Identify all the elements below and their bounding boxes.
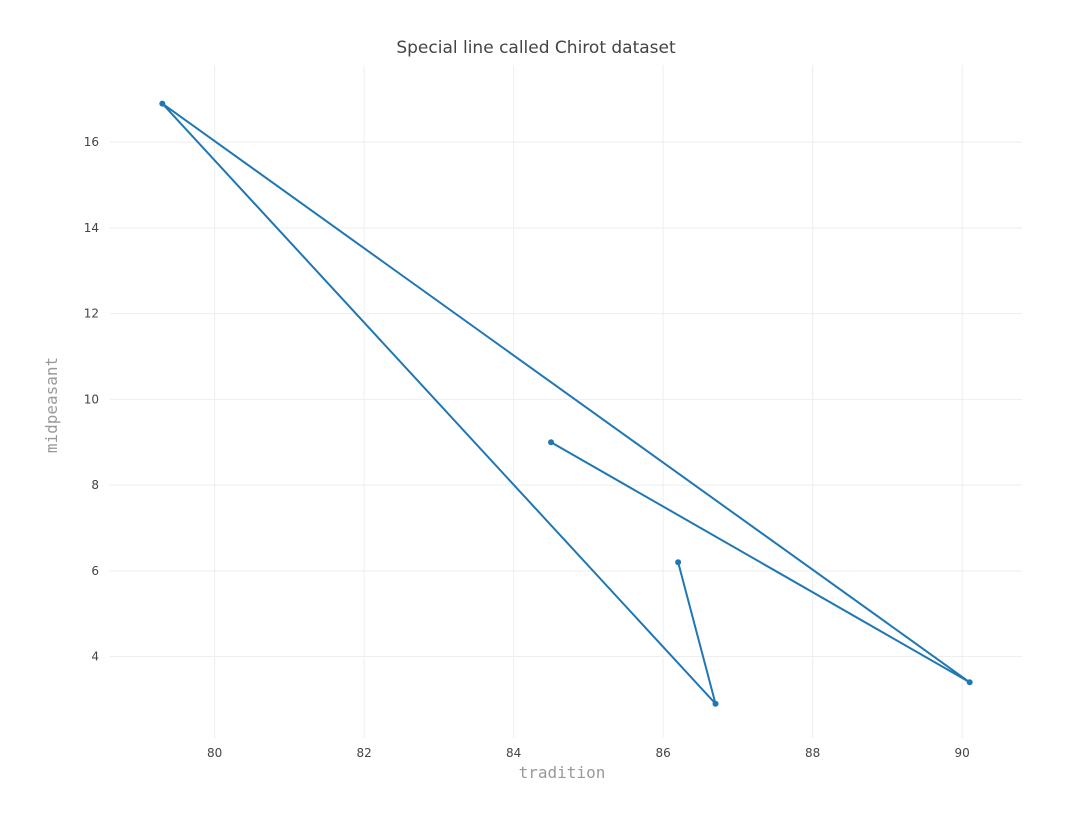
y-gridlines <box>110 141 1022 658</box>
y-tick-label: 6 <box>91 564 99 578</box>
y-tick-label: 14 <box>84 221 99 235</box>
y-tick-label: 4 <box>91 650 99 664</box>
chart-title: Special line called Chirot dataset <box>396 38 676 58</box>
data-point <box>675 559 682 566</box>
y-axis-label: midpeasant <box>42 357 61 453</box>
y-tick-label: 10 <box>84 392 99 406</box>
data-point <box>966 679 973 686</box>
y-tick-label: 8 <box>91 478 99 492</box>
x-tick-label: 80 <box>207 746 222 760</box>
y-tick-labels: 4 6 8 10 12 14 16 <box>84 135 99 663</box>
x-tick-label: 88 <box>805 746 820 760</box>
y-tick-label: 12 <box>84 307 99 321</box>
x-axis-label: tradition <box>519 763 606 782</box>
x-tick-label: 86 <box>656 746 671 760</box>
series-line <box>161 102 971 705</box>
data-point <box>712 700 719 707</box>
x-tick-label: 84 <box>506 746 521 760</box>
x-tick-labels: 80 82 84 86 88 90 <box>207 746 970 760</box>
data-point <box>548 439 555 446</box>
series-layer <box>159 100 973 707</box>
x-tick-label: 82 <box>357 746 372 760</box>
data-point <box>159 100 166 107</box>
x-gridlines <box>214 65 963 738</box>
y-tick-label: 16 <box>84 135 99 149</box>
x-tick-label: 90 <box>955 746 970 760</box>
